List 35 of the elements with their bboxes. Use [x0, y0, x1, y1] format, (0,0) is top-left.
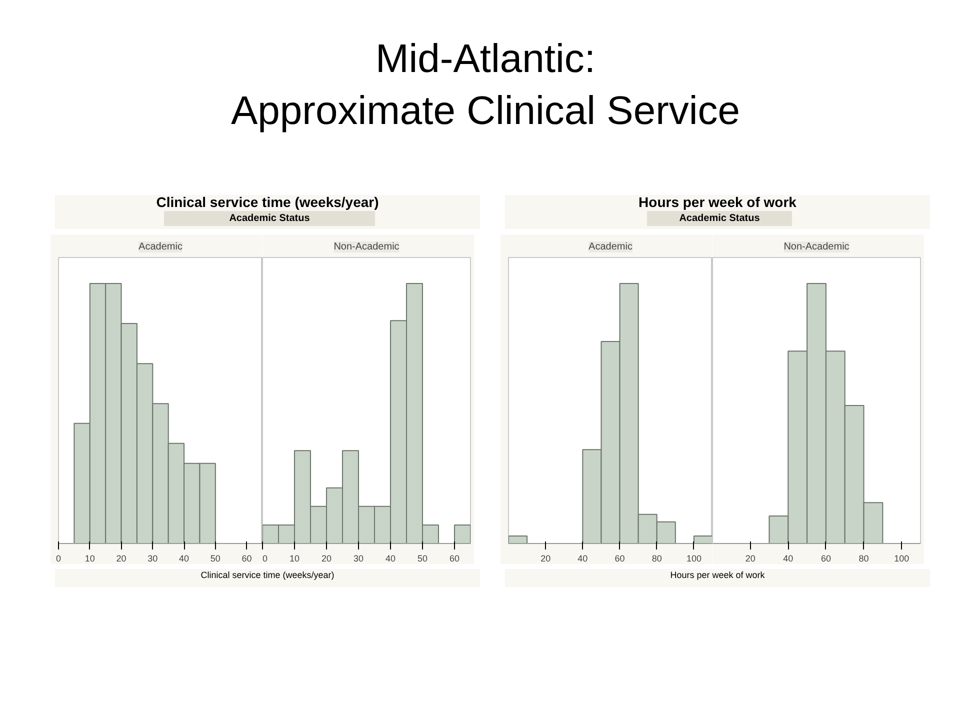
x-tick-label: 30	[148, 554, 158, 564]
text: Academic Status	[164, 211, 375, 226]
x-tick-label: 20	[540, 554, 551, 564]
x-tick-label: 100	[894, 554, 910, 564]
x-tick-label: 40	[578, 554, 588, 564]
chart-subtitle: Non-Academic	[784, 242, 850, 252]
x-tick-label: 20	[745, 554, 756, 564]
chart-title: Hours per week of work	[638, 194, 796, 210]
x-tick-label: 50	[210, 554, 220, 564]
x-tick-label: 60	[614, 554, 625, 564]
chart-subtitle: Academic	[138, 242, 182, 252]
x-tick-label: 20	[116, 554, 126, 564]
x-tick-label: 40	[783, 554, 794, 564]
x-tick-label: 60	[449, 554, 460, 564]
chart-subtitle: Non-Academic	[334, 242, 400, 252]
x-tick-label: 50	[417, 554, 428, 564]
x-tick-label: 40	[385, 554, 396, 564]
x-tick-label: 30	[353, 554, 364, 564]
x-axis-title: Hours per week of work	[670, 569, 765, 582]
x-axis-title: Clinical service time (weeks/year)	[200, 569, 334, 582]
x-tick-label: 60	[820, 554, 831, 564]
x-tick-label: 10	[289, 554, 300, 564]
x-tick-label: 0	[56, 554, 62, 564]
x-tick-label: 80	[858, 554, 869, 564]
x-tick-label: 40	[179, 554, 190, 564]
text: Mid-Atlantic: Approximate Clinical Service	[230, 36, 740, 135]
x-tick-label: 0	[262, 554, 268, 564]
x-tick-label: 10	[84, 554, 95, 564]
chart-title: Clinical service time (weeks/year)	[156, 194, 379, 210]
x-tick-label: 100	[686, 554, 702, 564]
x-tick-label: 20	[321, 554, 332, 564]
x-tick-label: 60	[242, 554, 252, 564]
text: Academic Status	[646, 211, 792, 226]
chart-subtitle: Academic	[588, 242, 632, 252]
x-tick-label: 80	[652, 554, 662, 564]
